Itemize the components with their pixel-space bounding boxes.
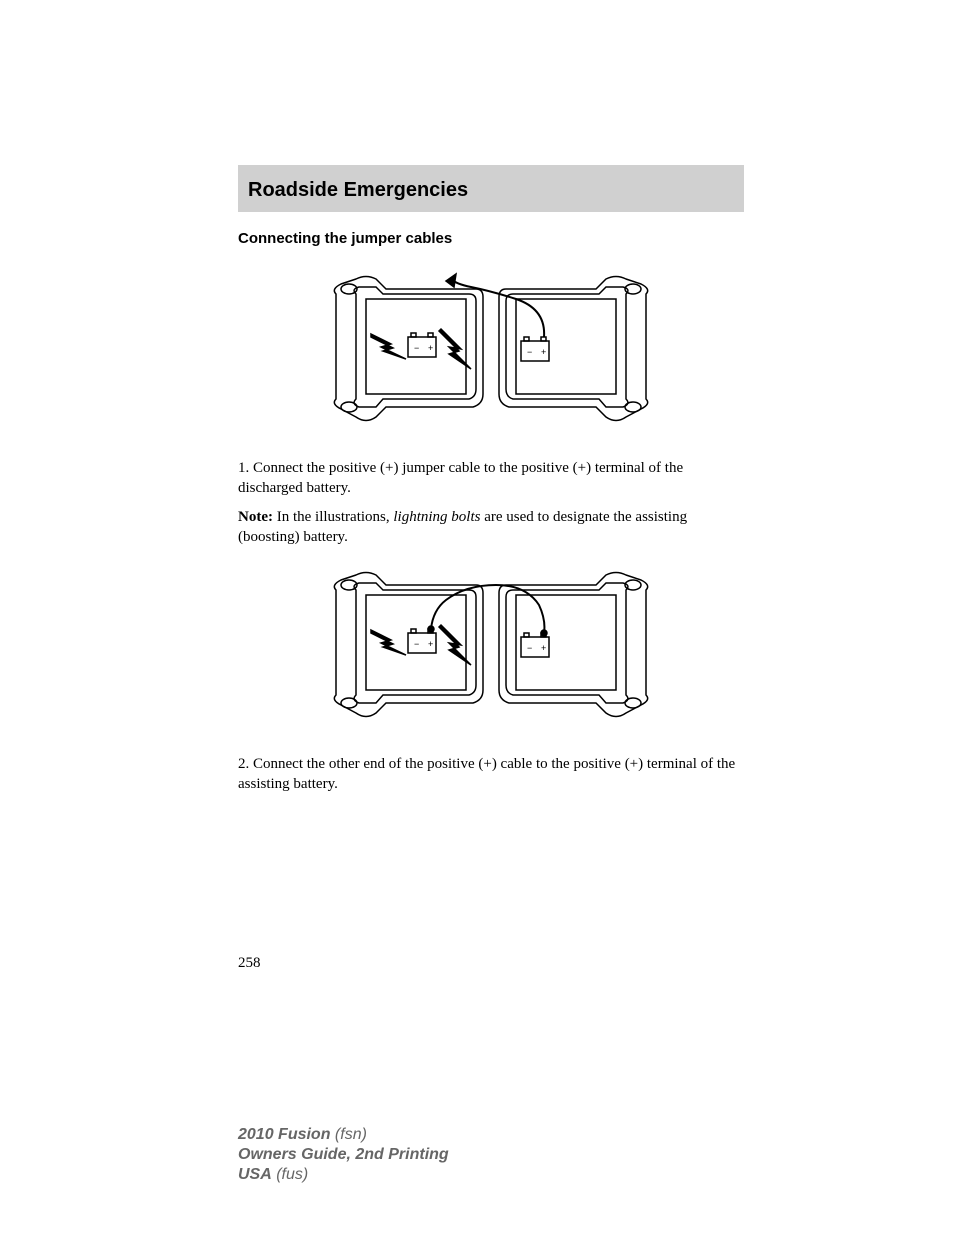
note-prefix: In the illustrations, [273, 509, 393, 525]
footer-line-2: Owners Guide, 2nd Printing [238, 1145, 449, 1165]
footer-region: USA [238, 1166, 272, 1183]
diagram-1-wrapper: − + − + [238, 259, 744, 444]
svg-text:+: + [428, 639, 433, 649]
footer-line-1: 2010 Fusion (fsn) [238, 1125, 449, 1145]
step-1-text: 1. Connect the positive (+) jumper cable… [238, 458, 744, 499]
note-italic: lightning bolts [393, 509, 480, 525]
diagram-2-wrapper: − + − + [238, 555, 744, 740]
page-number: 258 [238, 955, 261, 972]
svg-text:−: − [527, 347, 532, 357]
footer-line-3: USA (fus) [238, 1165, 449, 1185]
jumper-cable-diagram-1: − + − + [321, 259, 661, 439]
svg-text:−: − [414, 639, 419, 649]
svg-text:+: + [541, 643, 546, 653]
footer-model: 2010 Fusion [238, 1126, 330, 1143]
footer-block: 2010 Fusion (fsn) Owners Guide, 2nd Prin… [238, 1125, 449, 1185]
step-2-text: 2. Connect the other end of the positive… [238, 754, 744, 795]
note-text: Note: In the illustrations, lightning bo… [238, 507, 744, 548]
svg-text:−: − [414, 343, 419, 353]
section-title: Roadside Emergencies [248, 179, 734, 202]
footer-code-1: (fsn) [330, 1126, 366, 1143]
svg-text:−: − [527, 643, 532, 653]
svg-text:+: + [541, 347, 546, 357]
footer-code-2: (fus) [272, 1166, 308, 1183]
section-header-bar: Roadside Emergencies [238, 165, 744, 212]
jumper-cable-diagram-2: − + − + [321, 555, 661, 735]
svg-text:+: + [428, 343, 433, 353]
note-label: Note: [238, 509, 273, 525]
subheading: Connecting the jumper cables [238, 230, 744, 247]
